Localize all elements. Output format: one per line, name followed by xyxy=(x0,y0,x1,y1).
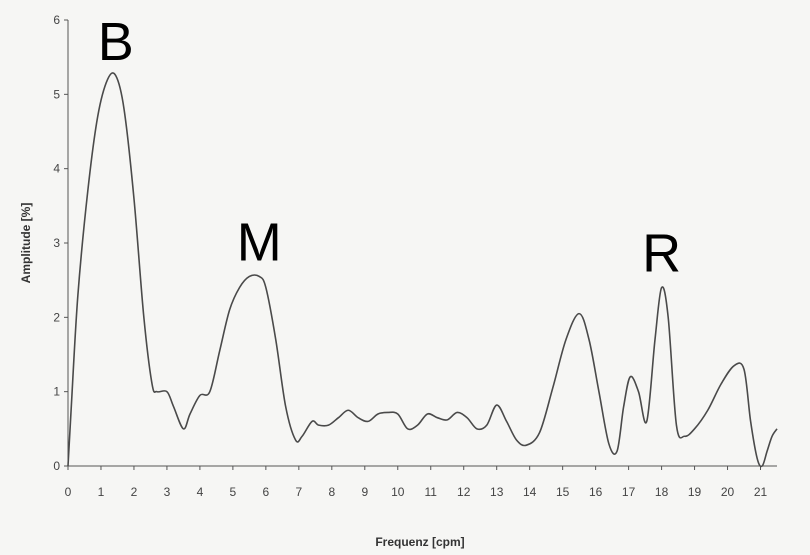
y-axis-ticks: 0 1 2 3 4 5 6 xyxy=(53,13,68,473)
x-tick-label: 5 xyxy=(230,485,237,499)
peak-label-m: M xyxy=(237,212,282,272)
y-tick-label: 6 xyxy=(53,13,60,27)
x-tick-label: 18 xyxy=(655,485,669,499)
y-tick-label: 2 xyxy=(53,310,60,324)
peak-label-b: B xyxy=(98,12,134,72)
x-tick-label: 1 xyxy=(98,485,105,499)
x-tick-label: 15 xyxy=(556,485,570,499)
y-tick-label: 3 xyxy=(53,236,60,250)
x-tick-label: 14 xyxy=(523,485,537,499)
x-tick-label: 7 xyxy=(295,485,302,499)
amplitude-series-line xyxy=(67,72,778,468)
x-tick-label: 21 xyxy=(754,485,768,499)
x-tick-label: 3 xyxy=(164,485,171,499)
x-tick-label: 8 xyxy=(328,485,335,499)
peak-annotations: B M R xyxy=(98,12,681,284)
x-tick-label: 19 xyxy=(688,485,702,499)
x-axis-title: Frequenz [cpm] xyxy=(375,535,464,549)
x-tick-label: 10 xyxy=(391,485,405,499)
x-tick-label: 0 xyxy=(65,485,72,499)
x-tick-label: 12 xyxy=(457,485,471,499)
x-tick-label: 9 xyxy=(361,485,368,499)
y-tick-label: 5 xyxy=(53,87,60,101)
x-tick-label: 11 xyxy=(425,485,438,499)
y-tick-label: 1 xyxy=(53,385,60,399)
x-tick-label: 20 xyxy=(721,485,735,499)
x-tick-label: 4 xyxy=(197,485,204,499)
x-tick-label: 6 xyxy=(263,485,270,499)
y-tick-label: 0 xyxy=(53,459,60,473)
peak-label-r: R xyxy=(642,224,681,284)
y-axis-title: Amplitude [%] xyxy=(19,203,33,284)
x-tick-label: 2 xyxy=(131,485,138,499)
series-layer xyxy=(67,72,778,468)
x-axis-ticks: 0 1 2 3 4 5 6 7 8 9 10 11 12 13 14 15 16 17 18 19 20 21 xyxy=(65,466,768,499)
x-tick-label: 16 xyxy=(589,485,603,499)
x-tick-label: 17 xyxy=(622,485,636,499)
y-tick-label: 4 xyxy=(53,162,60,176)
x-tick-label: 13 xyxy=(490,485,504,499)
